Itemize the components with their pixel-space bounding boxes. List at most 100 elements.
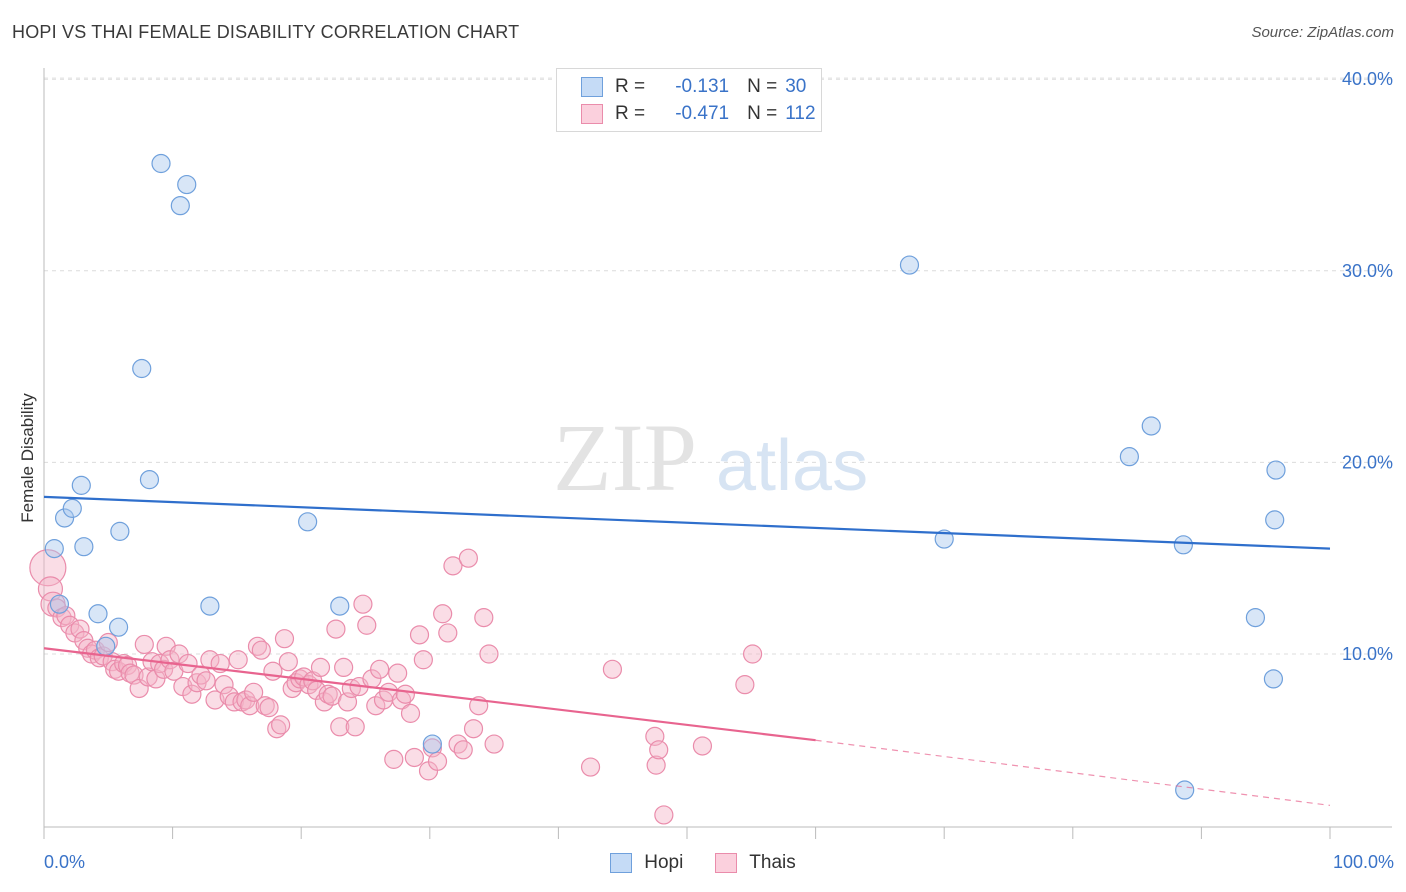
thais-point bbox=[413, 650, 433, 670]
thais-point bbox=[214, 675, 234, 695]
hopi-point bbox=[96, 636, 116, 656]
hopi-point bbox=[1245, 607, 1266, 628]
thais-point bbox=[580, 757, 601, 777]
hopi-point bbox=[1263, 669, 1284, 689]
watermark: ZIP atlas bbox=[553, 404, 868, 511]
thais-point bbox=[735, 675, 755, 695]
hopi-n-value: 30 bbox=[785, 76, 807, 97]
x-tick-min: 0.0% bbox=[44, 852, 86, 872]
thais-point bbox=[742, 644, 763, 664]
hopi-point bbox=[1266, 460, 1286, 480]
hopi-point bbox=[151, 153, 171, 174]
legend-hopi-label: Hopi bbox=[644, 852, 684, 873]
hopi-point bbox=[934, 529, 954, 549]
hopi-point bbox=[177, 174, 197, 195]
thais-point bbox=[357, 615, 377, 635]
y-tick-labels: 10.0% 20.0% 30.0% 40.0% bbox=[1342, 69, 1393, 664]
thais-trend-extension bbox=[815, 739, 1331, 806]
hopi-point bbox=[1175, 780, 1195, 800]
source-label: Source: ZipAtlas.com bbox=[1251, 24, 1394, 41]
y-tick-label: 20.0% bbox=[1342, 452, 1393, 472]
x-tick-max: 100.0% bbox=[1332, 852, 1394, 872]
thais-point bbox=[247, 636, 268, 656]
thais-point bbox=[395, 684, 415, 704]
thais-point bbox=[370, 659, 390, 679]
thais-point bbox=[438, 623, 458, 643]
hopi-point bbox=[330, 596, 350, 616]
hopi-point bbox=[1173, 535, 1193, 555]
thais-point bbox=[404, 747, 424, 768]
hopi-point bbox=[200, 596, 220, 616]
hopi-r-value: -0.131 bbox=[675, 76, 730, 97]
hopi-point bbox=[108, 617, 129, 637]
thais-point bbox=[330, 717, 350, 737]
hopi-point bbox=[899, 255, 920, 275]
thais-swatch bbox=[581, 104, 603, 124]
thais-point bbox=[310, 657, 331, 678]
thais-point bbox=[334, 657, 354, 678]
hopi-point bbox=[1265, 510, 1285, 530]
thais-point bbox=[326, 619, 346, 639]
thais-n-value: 112 bbox=[785, 103, 816, 124]
thais-n-label: N = bbox=[747, 103, 778, 124]
hopi-point bbox=[62, 498, 82, 518]
hopi-point bbox=[422, 734, 442, 754]
thais-point bbox=[646, 755, 666, 775]
thais-r-label: R = bbox=[615, 103, 646, 124]
thais-point bbox=[453, 740, 473, 760]
legend-hopi-swatch bbox=[610, 853, 633, 873]
hopi-point bbox=[88, 604, 108, 624]
hopi-point bbox=[49, 594, 70, 614]
watermark-atlas: atlas bbox=[716, 426, 868, 506]
hopi-point bbox=[44, 539, 64, 559]
thais-point bbox=[251, 640, 271, 660]
legend-item-hopi[interactable]: Hopi bbox=[610, 852, 683, 874]
y-tick-label: 40.0% bbox=[1342, 69, 1393, 89]
thais-point bbox=[409, 625, 430, 645]
thais-point bbox=[463, 719, 484, 739]
hopi-r-label: R = bbox=[615, 76, 646, 97]
trend-lines bbox=[43, 495, 1331, 806]
thais-point bbox=[448, 734, 468, 754]
axes bbox=[43, 68, 1392, 839]
hopi-point bbox=[132, 358, 152, 379]
chart-title: HOPI VS THAI FEMALE DISABILITY CORRELATI… bbox=[12, 22, 520, 42]
hopi-point bbox=[1119, 447, 1139, 467]
thais-point bbox=[228, 650, 248, 670]
thais-point bbox=[692, 736, 713, 756]
thais-point bbox=[29, 549, 67, 587]
thais-points bbox=[29, 548, 763, 825]
thais-point bbox=[602, 659, 623, 679]
thais-point bbox=[267, 719, 287, 739]
stats-row-hopi: R = -0.131 N = 30 bbox=[581, 74, 806, 100]
hopi-point bbox=[74, 537, 94, 557]
thais-point bbox=[458, 548, 478, 568]
legend: Hopi Thais bbox=[0, 852, 1406, 874]
thais-point bbox=[388, 663, 408, 683]
hopi-point bbox=[110, 521, 130, 541]
hopi-n-label: N = bbox=[747, 76, 778, 97]
hopi-points bbox=[44, 153, 1286, 800]
hopi-point bbox=[298, 512, 318, 532]
thais-point bbox=[70, 619, 90, 639]
thais-point bbox=[366, 696, 386, 716]
hopi-point bbox=[170, 196, 190, 216]
stats-box: R = -0.131 N = 30 R = -0.471 N = 112 bbox=[556, 68, 822, 132]
y-tick-label: 30.0% bbox=[1342, 261, 1393, 281]
hopi-point bbox=[1141, 416, 1161, 436]
hopi-swatch bbox=[581, 77, 603, 97]
thais-point bbox=[649, 740, 669, 760]
thais-point bbox=[278, 652, 298, 672]
thais-point bbox=[654, 805, 674, 825]
stats-row-thais: R = -0.471 N = 112 bbox=[581, 101, 816, 127]
thais-point bbox=[117, 655, 138, 676]
thais-trend-line bbox=[43, 647, 816, 742]
hopi-point bbox=[71, 475, 91, 495]
thais-point bbox=[427, 751, 448, 771]
hopi-trend-line bbox=[43, 495, 1331, 550]
hopi-point bbox=[139, 470, 160, 490]
legend-thais-swatch bbox=[715, 853, 738, 873]
legend-item-thais[interactable]: Thais bbox=[715, 852, 796, 874]
thais-point bbox=[205, 690, 225, 710]
thais-point bbox=[484, 734, 504, 754]
